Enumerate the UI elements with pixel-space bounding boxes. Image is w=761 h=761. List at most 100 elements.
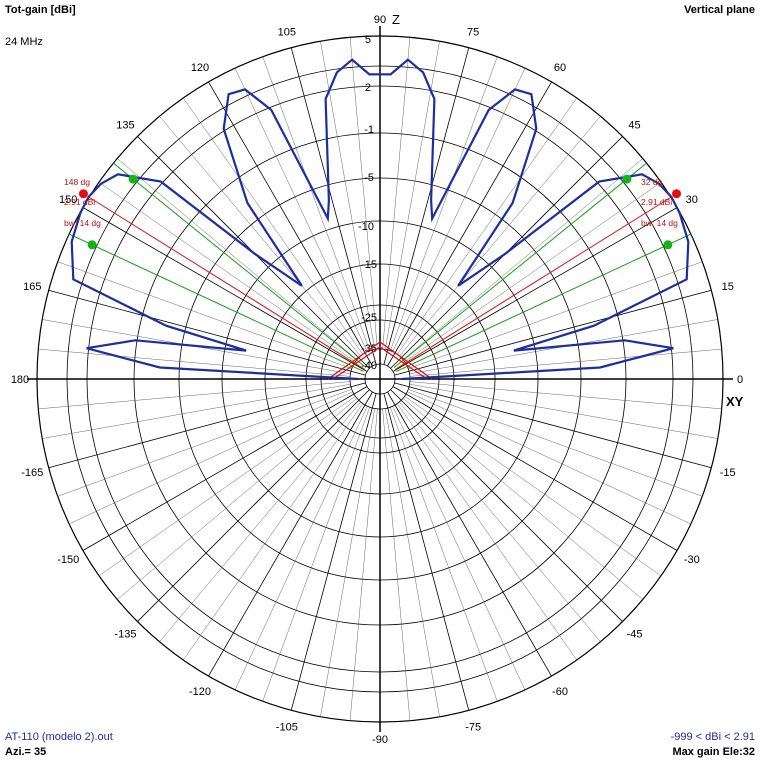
lobe-annotation-label: 2.91 dBi [64, 197, 95, 207]
radial-tick-label: -40 [361, 360, 377, 372]
lobe-annotation-label: 32 dg [641, 177, 663, 187]
minor-spoke [69, 391, 353, 525]
minor-spoke [262, 56, 370, 351]
beamwidth-point [128, 174, 138, 184]
angle-tick-label: -90 [372, 734, 388, 746]
radiation-pattern-series [70, 58, 690, 381]
minor-spoke [409, 383, 718, 439]
radial-tick-label: -15 [361, 259, 377, 271]
chart-title: Tot-gain [dBi] [5, 4, 76, 16]
major-spoke [394, 382, 712, 469]
beamwidth-point [87, 240, 97, 250]
major-spoke [390, 389, 623, 622]
major-spoke [208, 391, 373, 677]
angle-tick-label: -165 [21, 467, 43, 479]
angle-tick-label: 75 [467, 26, 479, 38]
minor-spoke [159, 401, 361, 642]
angle-tick-label: -45 [627, 629, 643, 641]
minor-spoke [397, 403, 577, 661]
minor-spoke [183, 403, 363, 661]
radial-tick-label: 2 [365, 82, 371, 94]
minor-spoke [399, 401, 601, 642]
minor-spoke [408, 389, 703, 497]
minor-spoke [234, 406, 368, 690]
minor-spoke [409, 381, 722, 410]
major-spoke [392, 386, 678, 551]
lobe-annotation-label: bw: 14 dg [64, 218, 101, 228]
minor-spoke [38, 348, 351, 377]
angle-tick-label: 120 [191, 62, 209, 74]
radial-labels: 52-1-5-10-15-25-35-40 [358, 34, 377, 372]
angle-tick-label: 150 [59, 194, 77, 206]
center-marker [327, 341, 433, 380]
minor-spoke [320, 41, 376, 350]
major-spoke [392, 207, 678, 372]
max-gain-point [672, 189, 682, 199]
gain-range: -999 < dBi < 2.91 [670, 731, 755, 743]
minor-spoke [404, 396, 662, 576]
minor-spoke [408, 261, 703, 369]
axis-label-z: Z [392, 12, 400, 27]
radial-tick-label: -5 [364, 172, 374, 184]
minor-spoke [38, 381, 351, 410]
minor-spoke [320, 408, 376, 717]
major-spoke [137, 389, 370, 622]
beamwidth-line [113, 162, 367, 369]
minor-spoke [98, 396, 356, 576]
minor-spoke [384, 41, 440, 350]
angle-tick-label: 0 [737, 374, 743, 386]
angle-tick-label: 15 [722, 281, 734, 293]
plane-label: Vertical plane [684, 4, 755, 16]
minor-spoke [402, 158, 643, 360]
angle-tick-label: -75 [465, 722, 481, 734]
beam-markers [68, 162, 692, 380]
angle-tick-label: 60 [554, 62, 566, 74]
beamwidth-line [68, 233, 364, 372]
major-spoke [387, 391, 552, 677]
minor-spoke [183, 97, 363, 355]
angle-tick-label: -120 [189, 686, 211, 698]
polar-grid [27, 26, 733, 732]
minor-spoke [42, 383, 351, 439]
max-gain-point [78, 189, 88, 199]
lobe-annotation-label: 2.91 dBi [641, 197, 672, 207]
minor-spoke [57, 389, 352, 497]
angle-tick-label: -60 [552, 686, 568, 698]
major-spoke [383, 47, 470, 365]
minor-spoke [57, 261, 352, 369]
major-spoke [394, 289, 712, 376]
angle-tick-label: 135 [116, 119, 134, 131]
major-spoke [48, 382, 366, 469]
minor-spoke [117, 158, 358, 360]
annotations: 32 dg 2.91 dBi bw: 14 dg 148 dg 2.91 dBi bw: … [64, 177, 678, 228]
minor-spoke [234, 68, 368, 352]
minor-spoke [349, 408, 378, 721]
major-spoke [290, 393, 377, 711]
lobe-annotation-label: bw: 14 dg [641, 218, 678, 228]
axis-label-xy: XY [726, 394, 744, 409]
angle-tick-label: 180 [11, 374, 29, 386]
minor-spoke [349, 37, 378, 350]
minor-spoke [382, 37, 411, 350]
angle-tick-label: -105 [276, 722, 298, 734]
radial-tick-label: 5 [365, 34, 371, 46]
angle-tick-label: 30 [686, 194, 698, 206]
angle-tick-label: 105 [278, 26, 296, 38]
minor-spoke [402, 398, 643, 600]
beamwidth-line [396, 233, 692, 372]
radial-tick-label: -10 [358, 221, 374, 233]
max-gain-line [394, 196, 672, 370]
beamwidth-point [622, 174, 632, 184]
major-spoke [82, 386, 368, 551]
minor-spoke [399, 116, 601, 357]
lobe-annotation-label: 148 dg [64, 177, 90, 187]
angle-labels: 0 15 30 45 60 75 90 105 120 135 150 165 180 -165 -150 -… [11, 14, 743, 746]
minor-spoke [262, 407, 370, 702]
angle-tick-label: -15 [720, 467, 736, 479]
minor-spoke [382, 408, 411, 721]
minor-spoke [390, 407, 498, 702]
center-marker [332, 346, 428, 380]
minor-spoke [392, 68, 526, 352]
major-spoke [290, 47, 377, 365]
